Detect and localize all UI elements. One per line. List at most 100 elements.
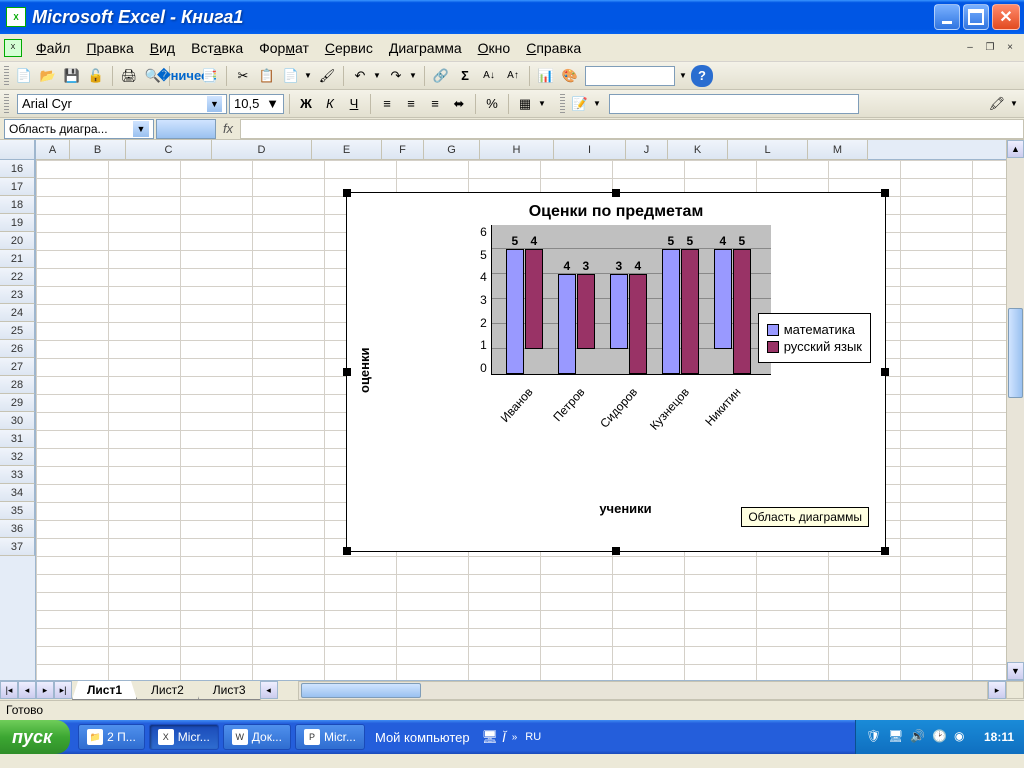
chart-legend[interactable]: математикарусский язык [758, 313, 871, 363]
resize-handle[interactable] [343, 368, 351, 376]
row-header[interactable]: 31 [0, 430, 35, 448]
chart-x-axis-label[interactable]: ученики [599, 501, 651, 516]
print-button[interactable]: 🖨 [118, 65, 140, 87]
borders-button[interactable]: ▦ [514, 93, 536, 115]
undo-button[interactable]: ↶ [349, 65, 371, 87]
column-header[interactable]: H [480, 140, 554, 160]
open-button[interactable]: 📂 [37, 65, 59, 87]
formula-input[interactable] [240, 119, 1024, 139]
tab-nav-prev[interactable]: ◂ [18, 681, 36, 699]
sheet-tab[interactable]: Лист1 [72, 681, 137, 700]
highlight-dropdown[interactable]: ▼ [1010, 99, 1020, 108]
undo-dropdown[interactable]: ▼ [373, 71, 383, 80]
resize-handle[interactable] [612, 547, 620, 555]
row-header[interactable]: 29 [0, 394, 35, 412]
row-header[interactable]: 19 [0, 214, 35, 232]
menu-файл[interactable]: Файл [28, 37, 78, 59]
quick-icon[interactable]: 🖥 [482, 729, 499, 745]
task-pane-input[interactable] [609, 94, 859, 114]
row-header[interactable]: 18 [0, 196, 35, 214]
sort-asc-button[interactable]: A↓ [478, 65, 500, 87]
column-header[interactable]: D [212, 140, 312, 160]
row-header[interactable]: 34 [0, 484, 35, 502]
chart-title[interactable]: Оценки по предметам [347, 193, 885, 225]
tab-nav-last[interactable]: ▸| [54, 681, 72, 699]
bar[interactable]: 5 [681, 249, 699, 374]
doc-icon[interactable]: X [4, 39, 22, 57]
redo-dropdown[interactable]: ▼ [409, 71, 419, 80]
paste-button[interactable]: 📄 [280, 65, 302, 87]
row-header[interactable]: 32 [0, 448, 35, 466]
column-header[interactable]: C [126, 140, 212, 160]
row-header[interactable]: 17 [0, 178, 35, 196]
scroll-up-button[interactable]: ▲ [1007, 140, 1024, 158]
percent-button[interactable]: % [481, 93, 503, 115]
fx-icon[interactable]: fx [216, 121, 240, 136]
menu-формат[interactable]: Формат [251, 37, 317, 59]
bar[interactable]: 3 [577, 274, 595, 349]
bar[interactable]: 5 [506, 249, 524, 374]
new-button[interactable]: 📄 [13, 65, 35, 87]
research-button[interactable]: 📑 [199, 65, 221, 87]
highlight-button[interactable]: 🖍 [986, 93, 1008, 115]
menu-вставка[interactable]: Вставка [183, 37, 251, 59]
align-left-button[interactable]: ≡ [376, 93, 398, 115]
row-header[interactable]: 25 [0, 322, 35, 340]
column-header[interactable]: M [808, 140, 868, 160]
row-header[interactable]: 24 [0, 304, 35, 322]
autosum-button[interactable]: Σ [454, 65, 476, 87]
resize-handle[interactable] [612, 189, 620, 197]
taskbar-label[interactable]: Мой компьютер [375, 730, 470, 745]
save-button[interactable]: 💾 [61, 65, 83, 87]
sheet-tab[interactable]: Лист2 [136, 681, 199, 700]
scroll-down-button[interactable]: ▼ [1007, 662, 1024, 680]
menu-справка[interactable]: Справка [518, 37, 589, 59]
row-header[interactable]: 36 [0, 520, 35, 538]
format-painter-button[interactable]: 🖌 [316, 65, 338, 87]
scroll-thumb[interactable] [1008, 308, 1023, 398]
bar[interactable]: 4 [714, 249, 732, 349]
resize-handle[interactable] [881, 547, 889, 555]
bar[interactable]: 5 [733, 249, 751, 374]
row-header[interactable]: 30 [0, 412, 35, 430]
doc-minimize-button[interactable]: – [962, 41, 978, 55]
column-header[interactable]: I [554, 140, 626, 160]
menu-правка[interactable]: Правка [78, 37, 141, 59]
copy-button[interactable]: 📋 [256, 65, 278, 87]
help-button[interactable]: ? [691, 65, 713, 87]
italic-button[interactable]: К [319, 93, 341, 115]
column-header[interactable]: E [312, 140, 382, 160]
legend-item[interactable]: математика [767, 322, 862, 337]
redo-button[interactable]: ↷ [385, 65, 407, 87]
review-button[interactable]: 📝 [569, 93, 591, 115]
doc-close-button[interactable]: × [1002, 41, 1018, 55]
menu-вид[interactable]: Вид [142, 37, 183, 59]
chart-object[interactable]: Оценки по предметам оценки 6543210 54433… [346, 192, 886, 552]
bold-button[interactable]: Ж [295, 93, 317, 115]
font-size-select[interactable]: 10,5 ▼ [229, 94, 284, 114]
tab-nav-next[interactable]: ▸ [36, 681, 54, 699]
scroll-track[interactable] [1007, 158, 1024, 662]
select-all-corner[interactable] [0, 140, 35, 160]
menu-диаграмма[interactable]: Диаграмма [381, 37, 470, 59]
row-header[interactable]: 23 [0, 286, 35, 304]
name-box-handle[interactable] [156, 119, 216, 139]
toolbar-grip[interactable] [560, 94, 565, 114]
scroll-left-button[interactable]: ◂ [260, 681, 278, 699]
cut-button[interactable]: ✂ [232, 65, 254, 87]
zoom-select[interactable] [585, 66, 675, 86]
horizontal-scrollbar[interactable] [298, 681, 988, 700]
chart-wizard-button[interactable]: 📊 [535, 65, 557, 87]
row-header[interactable]: 35 [0, 502, 35, 520]
bar[interactable]: 4 [629, 274, 647, 374]
toolbar-grip[interactable] [4, 66, 9, 86]
hyperlink-button[interactable]: 🔗 [430, 65, 452, 87]
column-header[interactable]: A [36, 140, 70, 160]
taskbar-button[interactable]: 📁2 П... [78, 724, 145, 750]
bar[interactable]: 3 [610, 274, 628, 349]
column-header[interactable]: F [382, 140, 424, 160]
start-button[interactable]: пуск [0, 720, 70, 754]
review-dropdown[interactable]: ▼ [593, 99, 603, 108]
row-header[interactable]: 27 [0, 358, 35, 376]
chart-plot-area[interactable]: 5443345545 [491, 225, 771, 375]
